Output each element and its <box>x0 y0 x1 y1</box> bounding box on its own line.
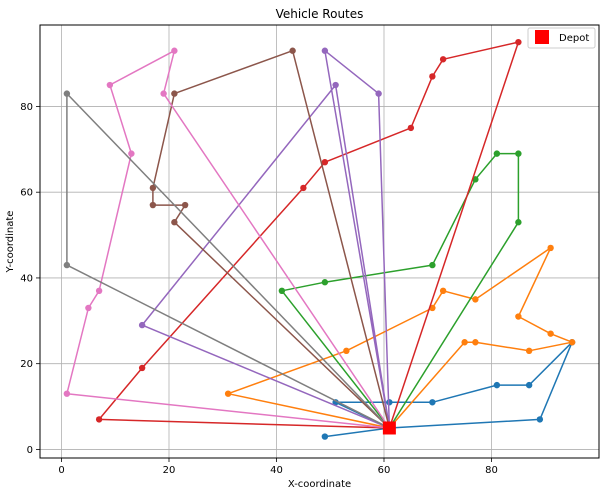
route-point <box>525 347 533 355</box>
route-point <box>568 339 576 346</box>
route-point <box>128 150 135 157</box>
x-tick-label: 40 <box>270 465 283 476</box>
chart-title: Vehicle Routes <box>276 7 364 21</box>
route-point <box>332 81 339 89</box>
route-point <box>407 124 415 132</box>
y-tick-label: 80 <box>20 102 33 113</box>
route-point <box>138 364 146 372</box>
x-tick-label: 0 <box>58 465 64 476</box>
route-point <box>321 433 329 440</box>
route-point <box>343 347 350 355</box>
y-tick-label: 0 <box>27 445 33 456</box>
route-point <box>138 321 146 329</box>
y-tick-label: 60 <box>20 188 33 199</box>
legend: Depot <box>527 27 596 49</box>
route-point <box>536 416 544 423</box>
route-point <box>224 390 232 397</box>
route-point <box>375 90 382 97</box>
route-point <box>289 47 296 54</box>
route-point <box>515 150 522 157</box>
x-tick-label: 20 <box>163 465 176 476</box>
legend-depot-marker <box>535 30 549 44</box>
route-point <box>171 90 178 97</box>
route-line <box>98 41 520 429</box>
route-point <box>429 261 436 269</box>
route-2 <box>224 244 576 429</box>
route-point <box>95 416 103 423</box>
route-point <box>472 296 479 303</box>
route-point <box>300 184 307 192</box>
route-point <box>429 399 436 406</box>
legend-depot-label: Depot <box>559 33 589 44</box>
route-8 <box>63 90 390 429</box>
route-point <box>493 381 501 389</box>
y-tick-label: 20 <box>20 359 33 370</box>
route-point <box>321 47 329 54</box>
route-point <box>181 201 189 209</box>
route-point <box>160 90 167 97</box>
route-point <box>171 47 178 54</box>
x-tick-label: 60 <box>378 465 391 476</box>
route-point <box>429 73 436 80</box>
ticks: 0 20 40 60 80 0 20 40 60 80 <box>20 102 498 476</box>
depot-layer <box>382 421 396 435</box>
route-point <box>149 201 157 209</box>
depot-marker <box>382 421 396 435</box>
route-point <box>321 279 329 286</box>
route-point <box>85 304 92 312</box>
route-point <box>63 261 71 269</box>
route-6 <box>149 47 391 429</box>
plot-frame <box>39 24 600 459</box>
route-point <box>472 339 479 346</box>
route-point <box>63 390 71 397</box>
route-point <box>106 81 114 89</box>
grid <box>40 25 599 458</box>
route-point <box>525 381 533 389</box>
route-point <box>278 287 286 295</box>
route-7 <box>63 47 391 429</box>
x-axis-label: X-coordinate <box>288 479 351 490</box>
route-point <box>515 219 522 226</box>
route-point <box>493 150 501 157</box>
y-tick-label: 40 <box>20 273 33 284</box>
route-point <box>461 339 468 346</box>
route-point <box>171 219 178 226</box>
route-4 <box>95 38 522 429</box>
y-axis-label: Y-coordinate <box>5 211 16 274</box>
x-tick-label: 80 <box>485 465 498 476</box>
route-line <box>152 49 391 429</box>
route-point <box>547 330 554 337</box>
route-line <box>66 92 390 429</box>
route-point <box>515 38 522 46</box>
route-point <box>95 287 103 295</box>
route-point <box>439 56 447 63</box>
route-point <box>439 287 447 295</box>
route-point <box>321 158 329 166</box>
routes <box>63 38 576 440</box>
route-point <box>547 244 554 252</box>
route-3 <box>278 150 522 429</box>
route-point <box>515 313 522 320</box>
route-point <box>149 184 157 192</box>
route-point <box>63 90 71 97</box>
route-line <box>227 247 573 429</box>
